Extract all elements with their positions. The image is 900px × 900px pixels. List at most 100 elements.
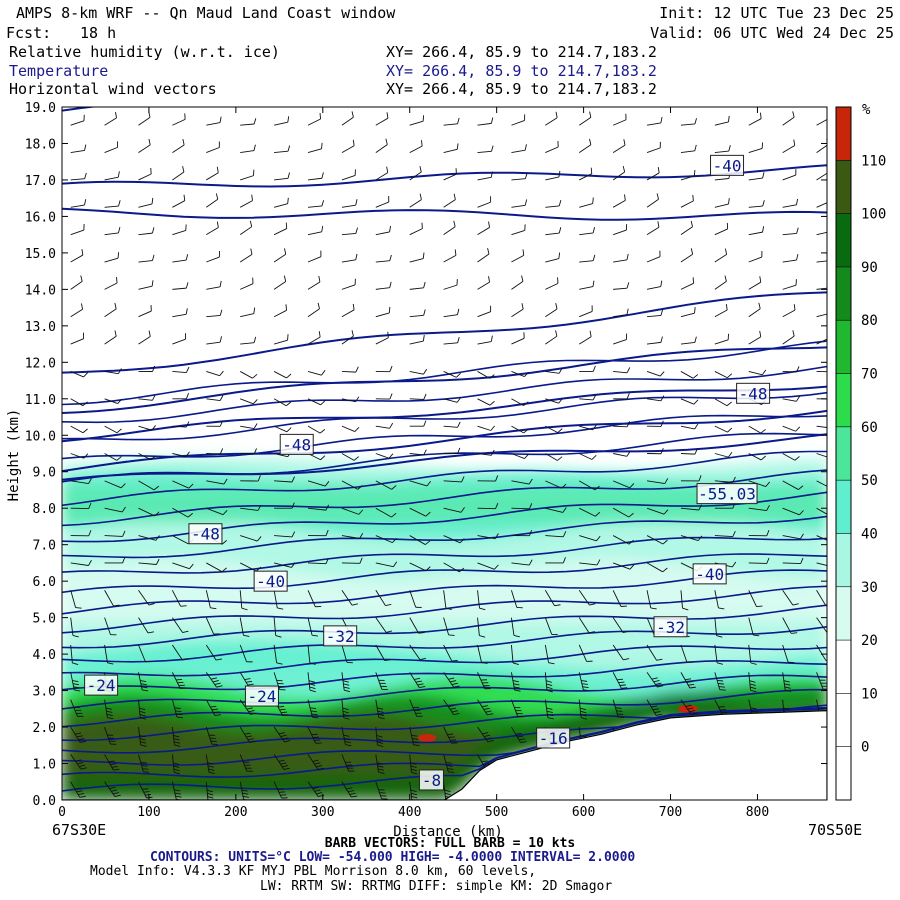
wind-barb — [680, 448, 698, 455]
wind-barb-feather — [579, 707, 587, 711]
wind-barb — [816, 202, 827, 208]
wind-barb-feather — [800, 557, 804, 564]
wind-barb-shaft — [341, 398, 356, 403]
wind-barb-feather — [558, 398, 563, 404]
wind-barb-shaft — [748, 205, 763, 208]
y-tick-label: 5.0 — [33, 612, 56, 627]
wind-barb-feather — [690, 220, 693, 227]
wind-barb-shaft — [273, 617, 277, 636]
wind-barb — [714, 617, 723, 638]
wind-barb-feather — [728, 115, 730, 122]
wind-barb-feather — [389, 281, 392, 288]
wind-barb-shaft — [612, 590, 622, 607]
wind-barb-shaft — [172, 507, 189, 518]
wind-barb-shaft — [816, 453, 827, 458]
wind-barb-feather — [284, 740, 291, 743]
wind-barb — [341, 199, 358, 208]
wind-barb-feather — [494, 564, 499, 570]
wind-barb-shaft — [816, 231, 827, 236]
wind-barb-shaft — [104, 425, 118, 434]
wind-barb-feather — [558, 227, 562, 234]
wind-barb — [138, 699, 147, 720]
wind-barb — [477, 305, 492, 318]
wind-barb — [443, 279, 458, 290]
wind-barb-feather — [78, 738, 85, 741]
wind-barb — [375, 112, 389, 126]
wind-barb — [273, 197, 289, 208]
wind-barb-feather — [798, 485, 804, 490]
wind-barb-feather — [249, 220, 253, 227]
wind-barb-feather — [346, 661, 353, 664]
wind-barb-shaft — [172, 259, 187, 263]
init-time: Init: 12 UTC Tue 23 Dec 25 — [659, 4, 894, 22]
wind-barb-feather — [359, 557, 363, 564]
wind-barb — [104, 644, 114, 665]
wind-barb — [579, 507, 601, 517]
y-tick-label: 0.0 — [33, 794, 56, 809]
wind-barb-feather — [153, 485, 160, 491]
wind-barb — [104, 506, 126, 513]
wind-barb-feather — [830, 307, 831, 313]
wind-barb — [748, 142, 764, 154]
wind-barb-feather — [693, 399, 699, 405]
wind-barb-feather — [318, 331, 321, 338]
wind-barb — [172, 194, 186, 208]
wind-barb-shaft — [511, 204, 526, 208]
wind-barb — [443, 371, 461, 378]
wind-barb-feather — [580, 717, 587, 720]
wind-barb — [646, 395, 665, 402]
wind-barb-feather — [321, 142, 323, 149]
wind-barb-shaft — [646, 226, 660, 236]
wind-barb-shaft — [274, 535, 293, 538]
wind-barb-feather — [766, 530, 770, 536]
wind-barb-feather — [513, 683, 520, 686]
wind-barb — [138, 754, 150, 773]
wind-barb-shaft — [646, 147, 661, 154]
wind-barb-shaft — [748, 644, 752, 663]
wind-barb-shaft — [647, 314, 662, 318]
wind-barb — [171, 754, 181, 775]
temperature-contour — [62, 553, 827, 594]
wind-barb — [409, 449, 427, 456]
wind-barb-feather — [353, 456, 360, 461]
wind-barb-feather — [151, 197, 154, 204]
wind-barb-feather — [626, 253, 629, 260]
wind-barb — [816, 338, 827, 345]
x-tick-label: 500 — [485, 805, 508, 820]
wind-barb-feather — [657, 221, 660, 228]
wind-barb-feather — [685, 704, 692, 708]
colorbar-swatch — [836, 640, 851, 694]
wind-barb — [647, 420, 664, 427]
left-endpoint-coord: 67S30E — [52, 821, 107, 839]
wind-barb-shaft — [273, 228, 287, 236]
wind-barb — [680, 277, 695, 290]
wind-barb-feather — [589, 330, 592, 337]
wind-barb-feather — [320, 400, 326, 406]
wind-barb-feather — [423, 420, 427, 427]
wind-barb-shaft — [104, 398, 118, 405]
wind-barb — [544, 590, 561, 607]
wind-barb — [646, 116, 663, 126]
wind-barb-shaft — [206, 371, 220, 377]
wind-barb-shaft — [477, 562, 495, 570]
wind-barb-feather — [210, 607, 217, 610]
wind-barb-shaft — [341, 145, 355, 153]
wind-barb — [409, 726, 420, 747]
wind-barb-feather — [750, 662, 757, 665]
wind-barb-shaft — [579, 260, 594, 263]
wind-barb-feather — [83, 372, 89, 378]
wind-barb-shaft — [680, 535, 699, 542]
wind-barb-feather — [352, 139, 355, 146]
wind-barb — [782, 507, 804, 516]
wind-barb-shaft — [104, 117, 117, 126]
wind-barb — [511, 371, 529, 378]
wind-barb-shaft — [138, 507, 155, 517]
wind-barb-shaft — [172, 644, 183, 661]
wind-barb-feather — [694, 144, 697, 151]
wind-barb-feather — [415, 680, 422, 683]
wind-barb-feather — [456, 143, 459, 150]
wind-barb-shaft — [70, 120, 85, 126]
wind-barb-shaft — [511, 254, 524, 263]
contour-label: -48 — [191, 525, 220, 544]
wind-barb-feather — [513, 635, 520, 638]
